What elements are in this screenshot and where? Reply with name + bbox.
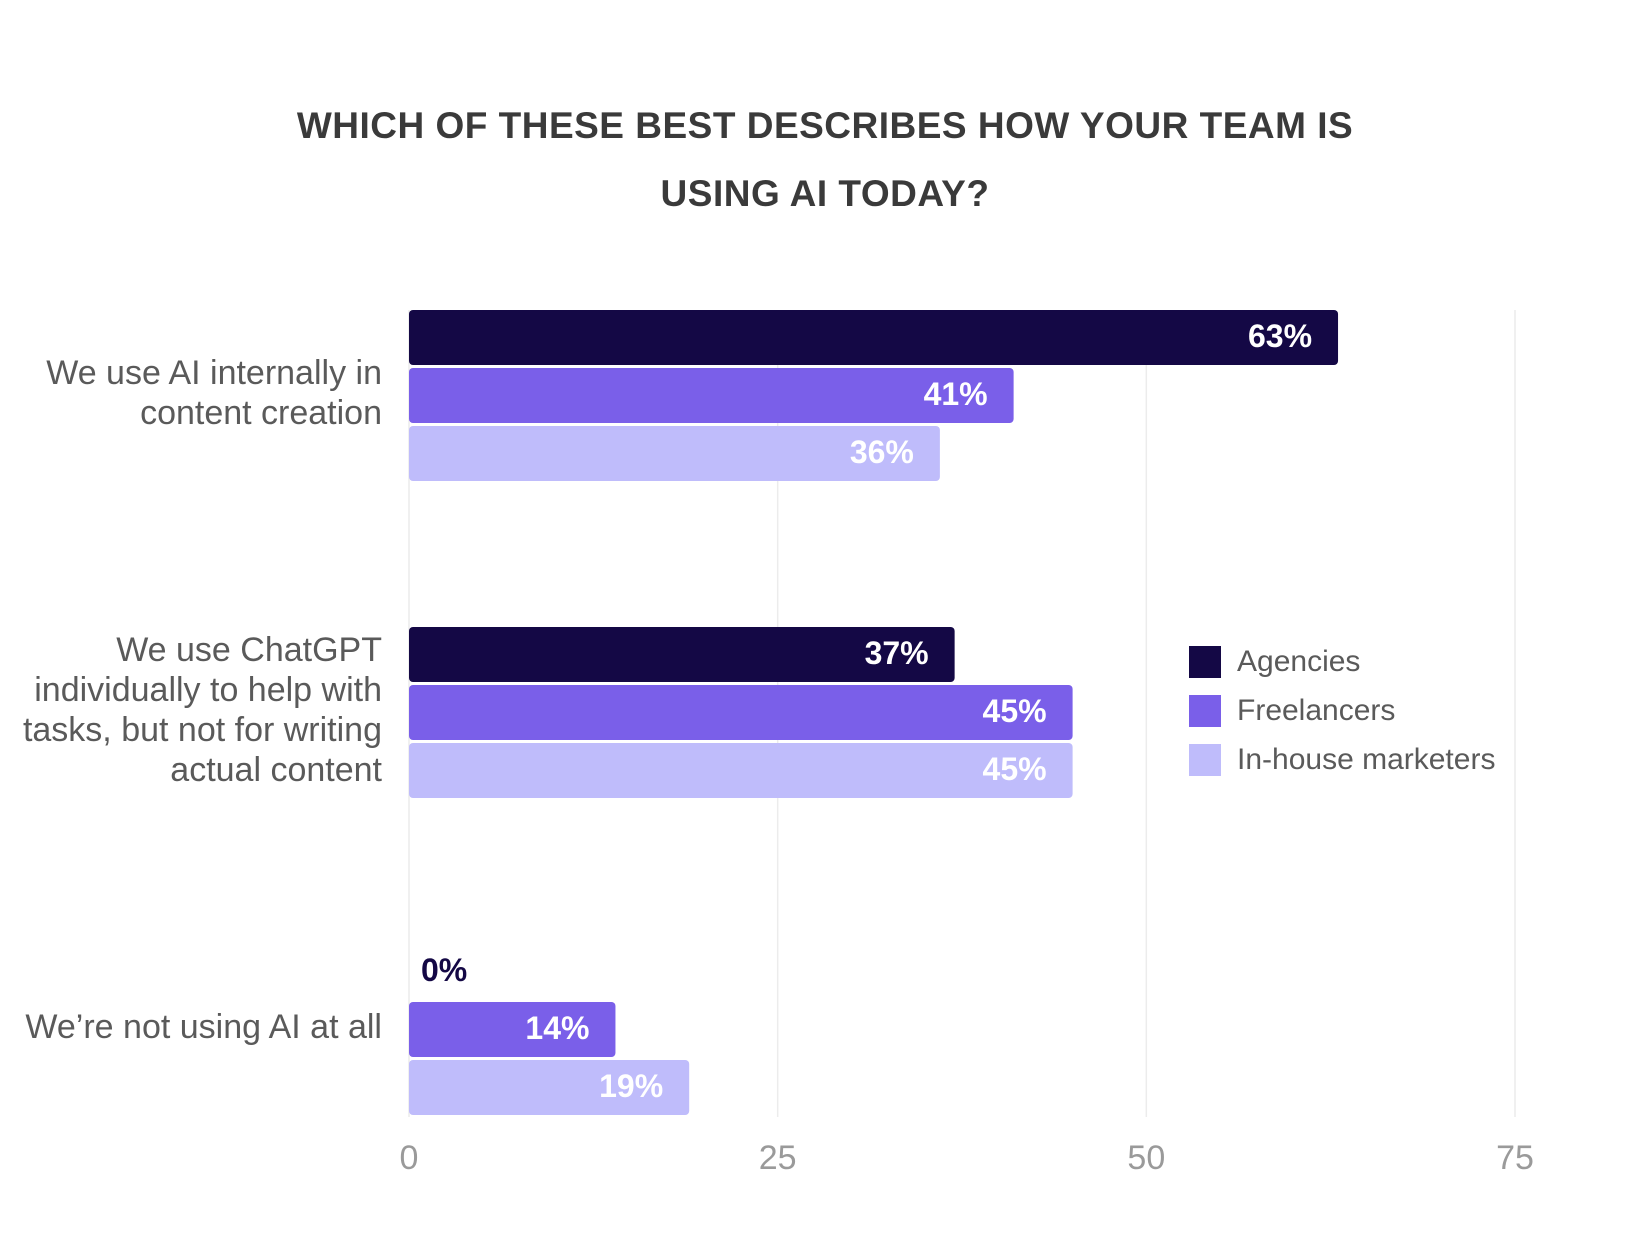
legend-swatch: [1189, 744, 1221, 776]
value-label: 14%: [525, 1010, 589, 1046]
bar: [409, 685, 1073, 740]
legend-label: In-house marketers: [1237, 743, 1495, 776]
legend-label: Freelancers: [1237, 694, 1395, 727]
value-label: 45%: [983, 693, 1047, 729]
bar: [409, 1002, 616, 1057]
legend-swatch: [1189, 646, 1221, 678]
x-tick-label: 0: [400, 1139, 419, 1177]
category-label: We use ChatGPT individually to help with…: [22, 631, 382, 789]
bar: [409, 310, 1339, 365]
category-label: We use AI internally in content creation: [46, 354, 382, 432]
category-label: We’re not using AI at all: [25, 1008, 382, 1046]
value-label: 63%: [1248, 318, 1312, 354]
x-tick-label: 75: [1496, 1139, 1534, 1177]
value-label: 45%: [983, 751, 1047, 787]
bar: [409, 627, 955, 682]
value-label: 0%: [421, 952, 467, 988]
value-label: 37%: [865, 635, 929, 671]
value-label: 19%: [599, 1068, 663, 1104]
legend-swatch: [1189, 695, 1221, 727]
bar: [409, 368, 1014, 423]
bar: [409, 743, 1073, 798]
bar: [409, 426, 940, 481]
value-label: 36%: [850, 434, 914, 470]
chart-title: WHICH OF THESE BEST DESCRIBES HOW YOUR T…: [296, 105, 1354, 214]
legend-label: Agencies: [1237, 645, 1360, 678]
bar: [409, 1060, 690, 1115]
x-tick-label: 25: [759, 1139, 797, 1177]
x-tick-label: 50: [1127, 1139, 1165, 1177]
value-label: 41%: [924, 376, 988, 412]
